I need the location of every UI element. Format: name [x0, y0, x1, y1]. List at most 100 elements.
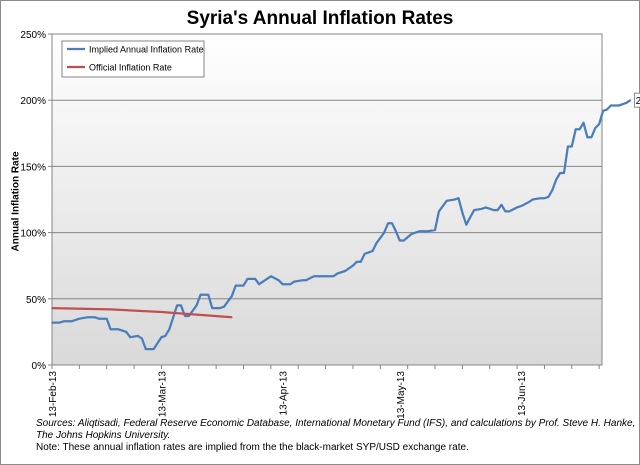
data-point [199, 294, 202, 296]
data-point [129, 336, 131, 339]
data-point [559, 172, 561, 174]
data-point [109, 328, 112, 331]
data-point [492, 209, 495, 211]
data-point [176, 304, 178, 307]
data-point [125, 331, 128, 333]
data-point [98, 317, 100, 320]
data-point [360, 260, 362, 263]
x-tick-label: 13-Mar-13 [157, 371, 168, 418]
data-point [410, 233, 413, 235]
data-point [356, 260, 358, 263]
data-point [516, 206, 518, 209]
data-point [418, 230, 421, 233]
data-point [137, 335, 139, 337]
data-point [508, 210, 511, 213]
data-point [277, 279, 280, 282]
data-point [78, 317, 81, 320]
y-tick-label: 150% [20, 162, 46, 173]
data-point [141, 337, 143, 340]
data-point [528, 201, 530, 203]
data-point [105, 317, 108, 320]
data-point [610, 104, 612, 107]
data-point [242, 284, 245, 287]
data-point [602, 110, 604, 112]
data-point [293, 280, 296, 283]
chart-notes: Sources: Aliqtisadi, Federal Reserve Eco… [36, 418, 636, 454]
data-point [438, 210, 440, 213]
data-point [465, 223, 468, 226]
y-tick-label: 250% [20, 30, 46, 41]
data-point [403, 239, 405, 242]
data-point [617, 104, 620, 107]
data-point [207, 294, 210, 296]
data-point [629, 99, 632, 101]
x-tick-label: 13-Feb-13 [48, 371, 59, 418]
data-point [231, 295, 233, 298]
end-label: 200% [636, 96, 640, 107]
data-point [614, 104, 616, 107]
data-point [606, 108, 608, 111]
data-point [344, 270, 346, 272]
data-point [426, 230, 429, 233]
x-tick-label: 13-Jun-13 [517, 371, 528, 416]
y-tick-label: 50% [26, 295, 46, 306]
data-point [281, 283, 284, 286]
data-point [563, 172, 565, 174]
data-point [211, 307, 213, 309]
data-point [551, 189, 554, 191]
data-point [391, 222, 393, 225]
data-point [500, 204, 503, 206]
data-point [371, 250, 374, 252]
data-point [109, 308, 112, 311]
chart-title: Syria's Annual Inflation Rates [186, 8, 454, 29]
data-point [567, 145, 569, 148]
series-line-2 [51, 306, 232, 319]
data-point [188, 315, 190, 317]
data-point [246, 278, 249, 280]
data-point [164, 335, 167, 337]
data-point [473, 209, 475, 211]
data-point [289, 283, 292, 286]
data-point [383, 231, 386, 234]
data-point [51, 307, 53, 309]
plot-area [51, 33, 603, 366]
x-tick-label: 13-Apr-13 [279, 371, 290, 416]
x-tick-label: 13-May-13 [396, 371, 407, 419]
data-point [555, 178, 557, 181]
data-point [434, 229, 436, 231]
data-point [582, 121, 585, 124]
data-point [160, 336, 163, 339]
data-point [375, 242, 378, 244]
y-tick-label: 200% [20, 96, 46, 107]
data-point [395, 230, 397, 233]
data-point [461, 211, 464, 214]
data-point [258, 283, 260, 286]
data-point [571, 145, 573, 148]
data-point [234, 284, 237, 287]
data-point [223, 305, 225, 308]
data-point [94, 316, 96, 319]
data-point [86, 316, 88, 319]
data-point [485, 206, 487, 209]
data-point [51, 321, 53, 324]
data-point [481, 208, 483, 210]
data-point [387, 222, 389, 225]
data-point [531, 198, 534, 201]
data-point [496, 209, 499, 211]
y-tick-label: 100% [20, 229, 46, 240]
data-point [578, 128, 581, 131]
data-point [598, 123, 600, 125]
data-point [320, 275, 323, 278]
data-point [586, 136, 589, 139]
data-point [195, 304, 198, 307]
legend-label: Implied Annual Inflation Rate [89, 45, 204, 55]
data-point [301, 279, 303, 282]
data-point [219, 307, 221, 309]
data-point [594, 127, 597, 129]
data-point [270, 275, 272, 278]
data-point [520, 205, 522, 207]
data-point [152, 348, 155, 350]
data-point [160, 311, 163, 313]
data-point [453, 198, 456, 201]
